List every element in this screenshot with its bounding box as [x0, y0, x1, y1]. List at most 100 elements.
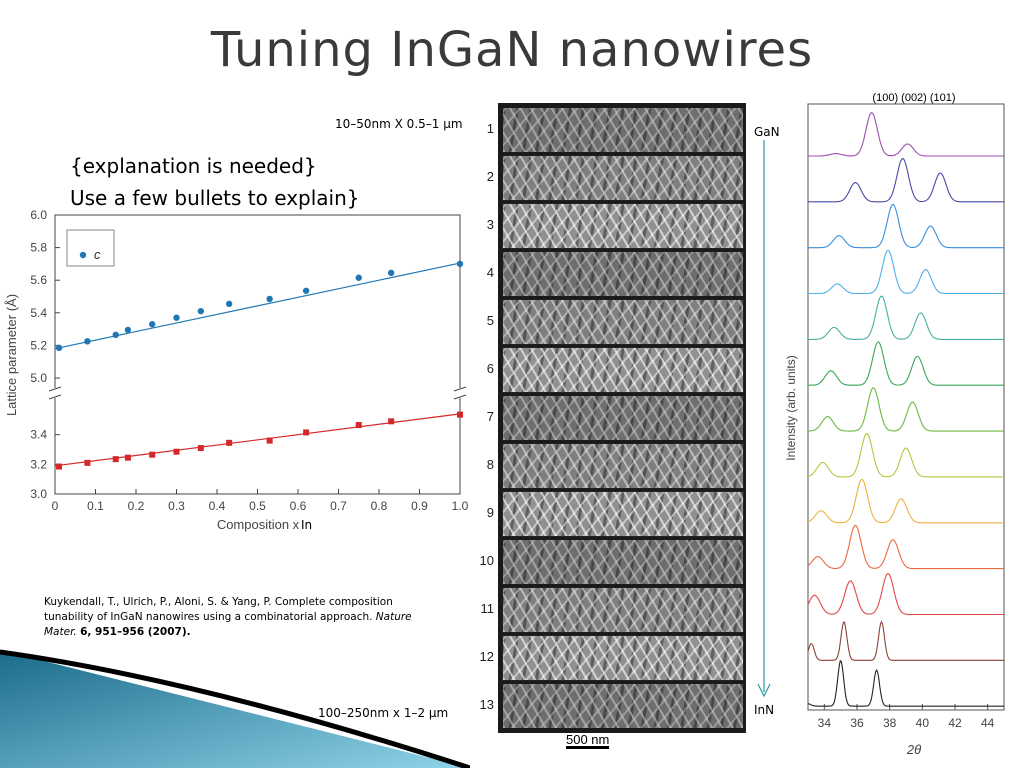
sem-panel-number: 1 — [486, 121, 494, 136]
sem-panel-number: 13 — [479, 697, 494, 712]
xrd-trace-6 — [808, 341, 1004, 386]
xrd-x-tick-label: 40 — [916, 716, 930, 730]
legend-box — [66, 229, 115, 267]
sem-panel-number: 8 — [486, 457, 494, 472]
data-point-c — [55, 344, 63, 352]
citation-volume: 6, 951–956 (2007). — [80, 626, 191, 638]
data-point-a — [149, 451, 156, 458]
xrd-x-tick-label: 42 — [948, 716, 962, 730]
decorative-swoosh — [0, 649, 470, 768]
xrd-x-tick-label: 34 — [818, 716, 832, 730]
citation-authors: Kuykendall, T., Ulrich, P., Aloni, S. & … — [44, 596, 393, 623]
sem-panel-number: 2 — [486, 169, 494, 184]
xrd-trace-2 — [808, 157, 1004, 203]
axis-break-mark — [48, 394, 62, 400]
data-point-a — [226, 439, 233, 446]
x-tick-label: 1.0 — [452, 499, 469, 513]
sem-panel — [502, 635, 744, 681]
xrd-x-axis-label: 2θ — [906, 742, 921, 757]
y-axis-label: Lattice parameter (Å) — [4, 294, 19, 416]
sem-panel-number: 5 — [486, 313, 494, 328]
data-point-c — [84, 338, 91, 345]
y-tick-label: 3.4 — [30, 428, 47, 442]
x-tick-label: 0.8 — [371, 499, 388, 513]
xrd-trace-1 — [808, 112, 1004, 157]
xrd-trace-9 — [807, 478, 1004, 524]
xrd-title: (100) (002) (101) — [872, 92, 955, 104]
inn-label: InN — [754, 703, 775, 717]
y-tick-label: 3.2 — [30, 457, 47, 471]
data-point-a — [124, 454, 131, 461]
sem-panel — [502, 347, 744, 393]
gan-label: GaN — [754, 125, 780, 139]
data-point-a — [197, 445, 204, 452]
data-point-c — [149, 321, 156, 328]
data-point-c — [355, 274, 362, 281]
sem-panel — [502, 539, 744, 585]
sem-panel — [502, 155, 744, 201]
xrd-trace-3 — [808, 203, 1004, 249]
sem-panel-number: 7 — [486, 409, 494, 424]
axis-break-gap — [454, 388, 466, 398]
xrd-trace-10 — [807, 524, 1004, 570]
sem-panel — [502, 299, 744, 345]
legend-marker-c — [79, 251, 87, 259]
citation: Kuykendall, T., Ulrich, P., Aloni, S. & … — [44, 595, 444, 640]
sem-panel-number: 4 — [486, 265, 494, 280]
data-point-a — [457, 411, 463, 418]
xrd-trace-8 — [807, 432, 1004, 478]
axis-break-mark — [453, 386, 467, 392]
data-point-c — [112, 331, 119, 339]
sem-panel — [502, 107, 744, 153]
sem-panel-number: 12 — [479, 649, 494, 664]
x-tick-label: 0.7 — [330, 499, 347, 513]
x-tick-label: 0.5 — [249, 499, 266, 513]
bottom-size-label: 100–250nm x 1–2 μm — [318, 706, 449, 720]
data-point-a — [303, 429, 310, 436]
y-tick-label: 3.0 — [30, 487, 47, 501]
xrd-trace-4 — [808, 249, 1004, 295]
sem-panel — [502, 683, 744, 729]
citation-journal: Nature Mater. — [44, 611, 412, 638]
xrd-trace-7 — [808, 387, 1004, 432]
xrd-y-axis-label: Intensity (arb. units) — [784, 355, 798, 460]
sem-panel-number: 10 — [479, 553, 494, 568]
sem-panel-number: 6 — [486, 361, 494, 376]
sem-panel — [502, 395, 744, 441]
y-tick-label: 5.8 — [30, 241, 47, 255]
bullet-2: Use a few bullets to explain} — [70, 186, 360, 210]
data-point-a — [173, 448, 180, 455]
x-axis-label: Composition x — [217, 517, 300, 532]
y-tick-label: 5.2 — [30, 338, 47, 352]
data-point-c — [266, 295, 273, 303]
data-point-c — [197, 307, 204, 315]
xrd-trace-5 — [808, 295, 1004, 340]
x-tick-label: 0.2 — [128, 499, 145, 513]
axis-break-gap — [49, 388, 61, 398]
sem-panel — [502, 203, 744, 249]
sem-panel — [502, 587, 744, 633]
top-size-label: 10–50nm X 0.5–1 μm — [335, 117, 463, 131]
y-tick-label: 5.4 — [30, 306, 47, 320]
xrd-trace-11 — [807, 572, 1004, 616]
data-point-a — [388, 418, 395, 425]
x-tick-label: 0.3 — [168, 499, 185, 513]
y-tick-label: 5.0 — [30, 371, 47, 385]
sem-panel — [502, 443, 744, 489]
bullet-list: {explanation is needed} Use a few bullet… — [70, 150, 360, 214]
sem-scale-bar: 500 nm — [566, 732, 610, 749]
sem-image-column: 1 2 3 4 5 6 7 8 9 10 11 12 13 — [480, 103, 746, 733]
sem-panel — [502, 251, 744, 297]
composition-arrow — [757, 140, 771, 698]
data-point-a — [84, 459, 91, 466]
slide-title: Tuning InGaN nanowires — [210, 22, 814, 78]
data-point-c — [225, 300, 233, 308]
in-label: In — [301, 518, 313, 532]
data-point-a — [112, 456, 119, 463]
data-point-c — [387, 269, 395, 277]
xrd-intensity-chart: (100) (002) (101) 34 36 38 40 42 44 2θ Intensity… — [784, 92, 1005, 757]
plot-frame — [54, 214, 461, 495]
sem-panel — [502, 491, 744, 537]
xrd-trace-12 — [807, 620, 1004, 661]
x-tick-label: 0.6 — [290, 499, 307, 513]
